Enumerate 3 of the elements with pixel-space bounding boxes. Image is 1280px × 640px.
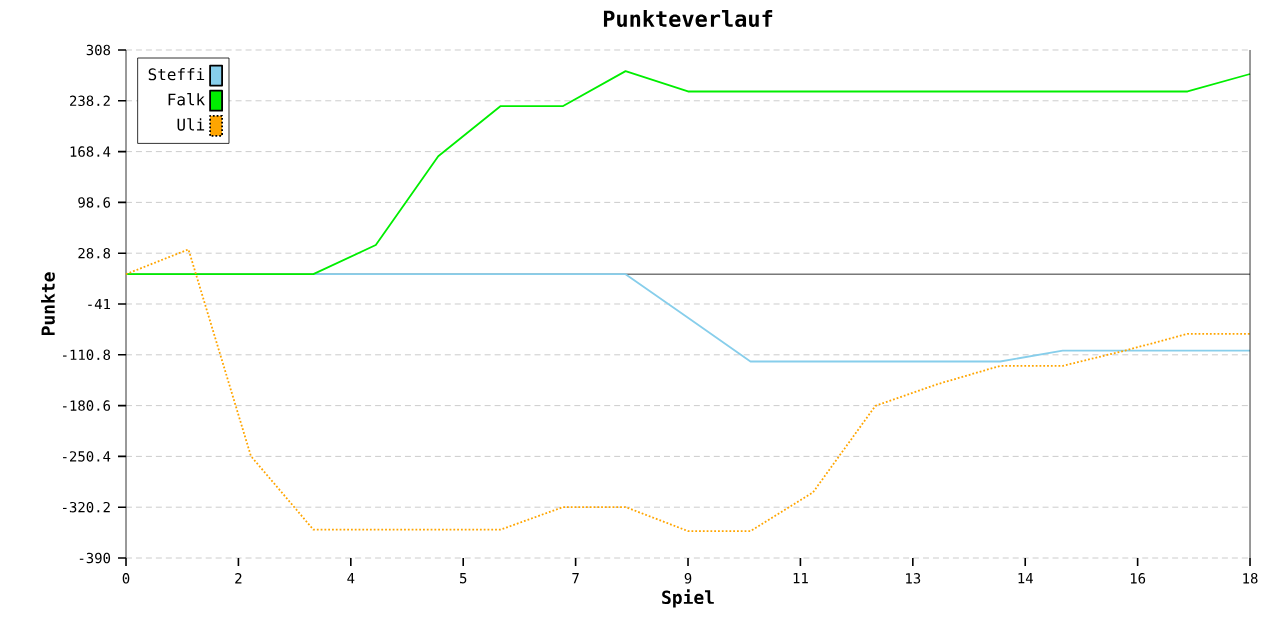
- y-axis-title: Punkte: [41, 272, 55, 335]
- chart-title: Punkteverlauf: [603, 10, 773, 27]
- x-axis-title: Spiel: [662, 589, 714, 608]
